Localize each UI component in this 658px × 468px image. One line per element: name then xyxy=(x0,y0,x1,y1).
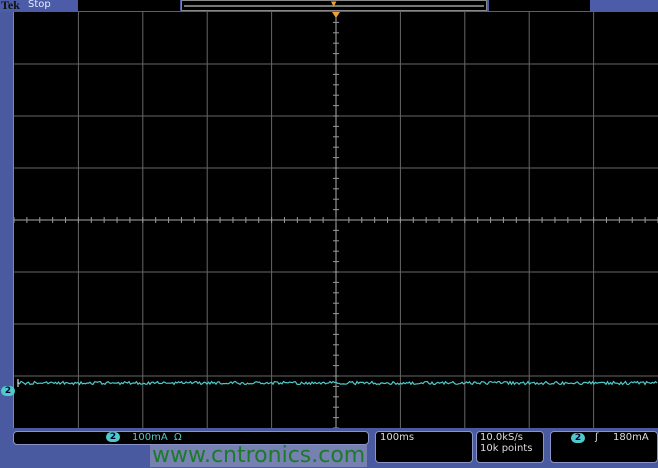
status-field xyxy=(489,0,590,11)
waveform-display[interactable] xyxy=(13,12,658,428)
sample-rate: 10.0kS/s xyxy=(477,432,543,443)
status-field xyxy=(78,0,180,11)
watermark: www.cntronics.com xyxy=(150,445,367,467)
record-length: 10k points xyxy=(477,443,543,454)
trigger-source-badge: 2 xyxy=(571,433,585,443)
trigger-position-icon: ▼ xyxy=(331,0,336,8)
channel-2-trace xyxy=(18,382,657,385)
trigger-readout[interactable]: 2 ʃ 180mA xyxy=(550,431,658,463)
rising-edge-icon: ʃ xyxy=(595,432,598,443)
timebase-readout[interactable]: 100ms xyxy=(375,431,473,463)
time-scale: 100ms xyxy=(380,432,414,443)
channel-badge: 2 xyxy=(106,432,120,442)
acquisition-status: Stop xyxy=(28,0,51,10)
channel-2-ground-marker[interactable]: 2 xyxy=(1,378,15,397)
acquisition-readout[interactable]: 10.0kS/s 10k points xyxy=(476,431,544,463)
ohm-icon: Ω xyxy=(174,432,182,443)
top-status-bar: Tek Stop ▼ xyxy=(0,0,658,12)
trigger-position-icon xyxy=(332,12,340,18)
trigger-level: 180mA xyxy=(613,432,649,443)
channel-scale: 100mA xyxy=(132,432,168,443)
graticule xyxy=(14,12,658,428)
